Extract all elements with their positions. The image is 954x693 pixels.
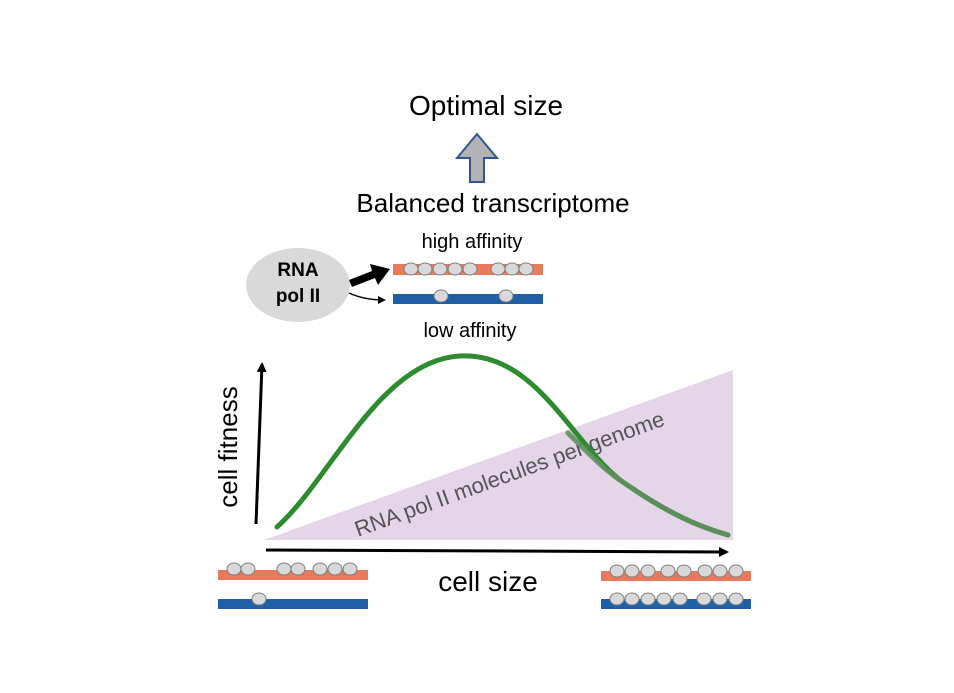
low-affinity-label: low affinity xyxy=(423,320,516,342)
rna-pol-ii-ellipse xyxy=(246,248,350,322)
up-arrow-shape xyxy=(454,132,500,183)
weak-binding-arrow-icon xyxy=(348,292,386,304)
top-high-affinity-gene xyxy=(393,262,543,276)
large-cell-low-affinity-gene xyxy=(601,592,751,609)
top-low-affinity-gene xyxy=(393,289,543,304)
y-axis xyxy=(254,362,267,525)
pol-ii-triangle xyxy=(264,370,733,540)
small-cell-high-affinity-gene xyxy=(218,562,368,580)
small-cell-low-affinity-gene xyxy=(218,592,368,609)
polymerase-label-line1: RNA xyxy=(277,260,318,281)
x-axis-label: cell size xyxy=(438,566,538,597)
title: Optimal size xyxy=(409,90,563,121)
strong-binding-arrow-icon xyxy=(349,264,390,287)
high-affinity-label: high affinity xyxy=(422,231,523,253)
large-cell-high-affinity-gene xyxy=(601,564,751,581)
subtitle: Balanced transcriptome xyxy=(356,188,629,218)
x-axis xyxy=(265,546,729,557)
fitness-curve-overlap xyxy=(565,430,731,538)
y-axis-label: cell fitness xyxy=(213,386,243,507)
polymerase-label-line2: pol II xyxy=(276,286,320,307)
